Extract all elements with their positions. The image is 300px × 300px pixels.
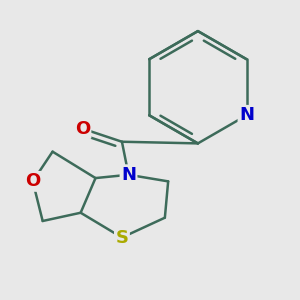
Text: S: S — [116, 229, 128, 247]
Text: N: N — [239, 106, 254, 124]
Text: O: O — [75, 119, 90, 137]
Text: N: N — [121, 166, 136, 184]
Text: O: O — [25, 172, 40, 190]
